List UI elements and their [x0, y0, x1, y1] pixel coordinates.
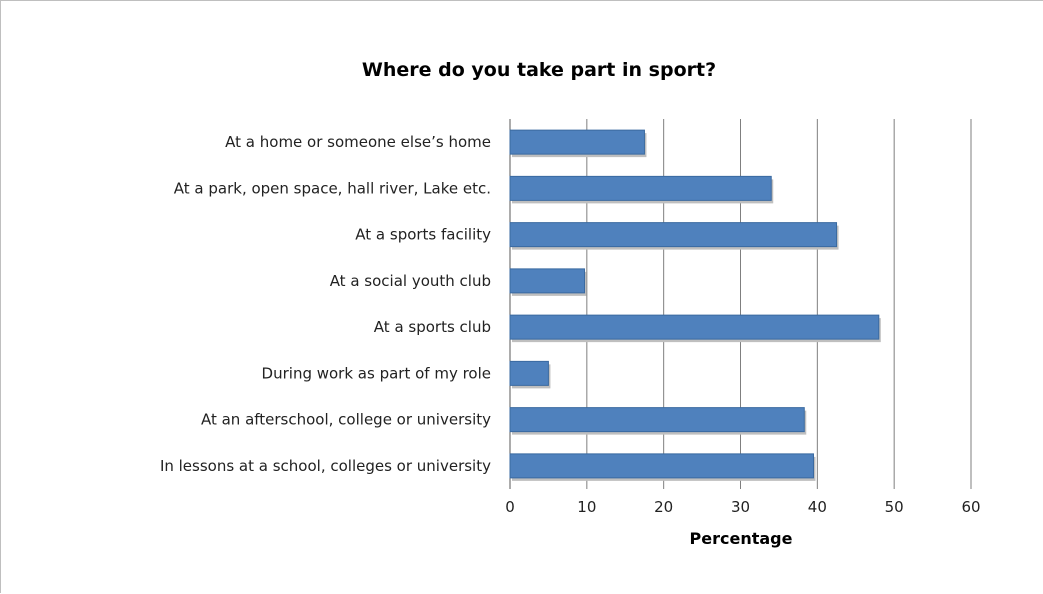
chart-title: Where do you take part in sport? [362, 59, 716, 81]
bar [509, 453, 814, 479]
x-tick-label: 20 [654, 498, 673, 516]
category-labels: At a home or someone else’s home At a par… [160, 133, 491, 475]
bar [509, 268, 586, 294]
x-tick-label: 50 [885, 498, 904, 516]
x-tick-label: 0 [505, 498, 515, 516]
x-tick-label: 60 [961, 498, 980, 516]
bar [509, 175, 772, 201]
category-label: At a social youth club [330, 272, 491, 290]
category-label: In lessons at a school, colleges or univ… [160, 457, 491, 475]
x-tick-label: 30 [731, 498, 750, 516]
category-label: At an afterschool, college or university [201, 411, 491, 429]
bar [509, 360, 549, 386]
x-tick-label: 40 [808, 498, 827, 516]
bars [509, 129, 881, 481]
bar [509, 314, 880, 340]
category-label: At a park, open space, hall river, Lake … [174, 179, 491, 197]
bar [509, 129, 645, 155]
bar [509, 222, 838, 248]
category-label: During work as part of my role [262, 364, 491, 382]
category-label: At a sports facility [355, 226, 491, 244]
x-axis-ticks: 0 10 20 30 40 50 60 [505, 498, 980, 516]
category-label: At a home or someone else’s home [225, 133, 491, 151]
x-axis-title: Percentage [690, 529, 793, 548]
category-label: At a sports club [374, 318, 491, 336]
bar [509, 407, 805, 433]
x-tick-label: 10 [577, 498, 596, 516]
